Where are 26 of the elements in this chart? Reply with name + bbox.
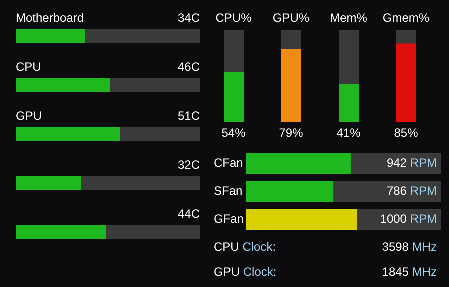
category-label: Mem% — [330, 11, 368, 25]
data-label: 46C — [178, 60, 200, 74]
data-label: 942 RPM — [386, 156, 437, 170]
text: 1845 MHz — [382, 265, 437, 279]
data-label: 34C — [178, 11, 200, 25]
data-label: 1000 RPM — [380, 212, 437, 226]
data-label: 44C — [178, 207, 200, 221]
category-label: Gmem% — [382, 11, 430, 25]
text: GPU Clock: — [214, 265, 277, 279]
category-label: CFan — [214, 156, 244, 170]
category-label: GPU% — [272, 11, 310, 25]
data-label: 85% — [393, 126, 420, 140]
category-label: Motherboard — [16, 11, 84, 25]
category-label: CPU — [16, 60, 42, 74]
data-label: 41% — [336, 126, 362, 140]
category-label: GPU — [16, 109, 42, 123]
data-label: 786 RPM — [386, 184, 437, 198]
text: 3598 MHz — [382, 240, 437, 254]
category-label: SFan — [214, 184, 243, 198]
category-label: GFan — [214, 212, 244, 226]
category-label: CPU% — [216, 11, 252, 25]
data-label: 54% — [220, 126, 247, 140]
data-label: 32C — [178, 158, 200, 172]
text: CPU Clock: — [214, 240, 276, 254]
data-label: 79% — [278, 126, 304, 140]
data-label: 51C — [178, 109, 200, 123]
